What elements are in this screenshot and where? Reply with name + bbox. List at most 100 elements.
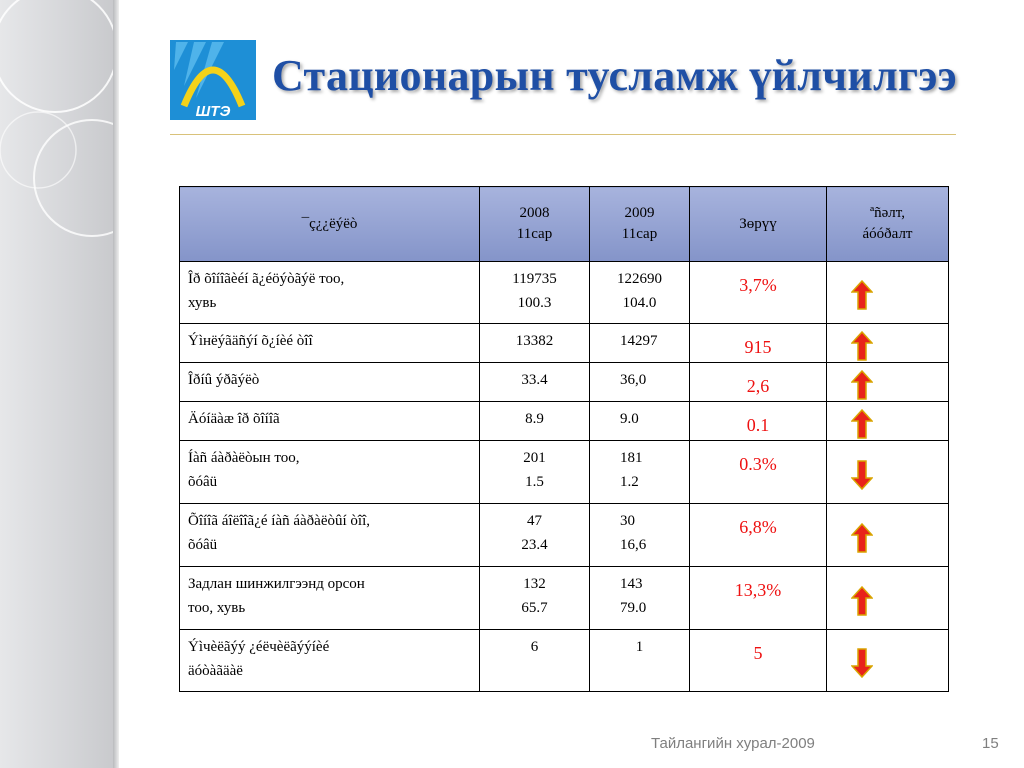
change-value: 915	[689, 323, 827, 363]
change-value: 6,8%	[689, 503, 827, 567]
value-2008-line2: 65.7	[521, 600, 548, 616]
value-2008-line1: 47	[527, 513, 542, 529]
value-2008: 13382	[479, 323, 590, 363]
name-line1: Ýìнëýãäñýí õ¿íèé òîî	[188, 333, 313, 349]
value-2009-line1: 9.0	[620, 411, 639, 427]
value-2009: 14297	[589, 323, 690, 363]
name-line2: äóòàãäàë	[188, 663, 243, 679]
header-trend-line1: ªñəлт,	[870, 205, 905, 221]
name-line2: хувь	[188, 295, 217, 311]
arrow-down-icon	[851, 460, 873, 490]
arrow-up-icon	[851, 370, 873, 400]
arrow-down-icon	[851, 648, 873, 678]
name-line2: õóâü	[188, 537, 218, 553]
header-2009-period: 11сар	[621, 226, 658, 242]
row-indicator-name: Îðíû ýðãýëò	[179, 362, 480, 402]
arrow-up-icon	[851, 586, 873, 616]
header-2008-year: 2008	[519, 205, 550, 221]
value-2009-line1: 36,0	[620, 372, 647, 388]
trend-cell	[826, 323, 949, 363]
value-2009-line1: 30	[620, 513, 635, 529]
row-indicator-name: Õîíîã áîëîîã¿é íàñ áàðàëòûí òîî, õóâü	[179, 503, 480, 567]
change-text: 0.1	[746, 415, 770, 435]
name-line1: Îð õîíîãèéí ã¿éöýòãýë тоо,	[188, 271, 345, 287]
value-2009: 181 1.2	[589, 440, 690, 504]
header-difference: Зөрүү	[689, 186, 827, 262]
change-text: 915	[744, 337, 772, 357]
value-2008-line1: 119735	[512, 271, 557, 287]
header-trend-line2: áóóðалт	[862, 226, 913, 242]
table-body: Îð õîíîãèéí ã¿éöýòãýë тоо, хувь 119735 100…	[179, 261, 949, 692]
name-line1: Îðíû ýðãýëò	[188, 372, 260, 388]
value-2009-line1: 181	[620, 450, 643, 466]
change-value: 13,3%	[689, 566, 827, 630]
name-line1: Задлан шинжилгээнд орсон	[188, 576, 365, 592]
value-2008: 8.9	[479, 401, 590, 441]
arrow-up-icon	[851, 523, 873, 553]
name-line2: тоо, хувь	[188, 600, 246, 616]
value-2009: 9.0	[589, 401, 690, 441]
trend-cell	[826, 503, 949, 567]
value-2009-line1: 14297	[620, 333, 658, 349]
value-2009: 122690 104.0	[589, 261, 690, 324]
trend-cell	[826, 401, 949, 441]
value-2009: 36,0	[589, 362, 690, 402]
row-indicator-name: Ýìнëýãäñýí õ¿íèé òîî	[179, 323, 480, 363]
value-2009-line1: 1	[635, 639, 644, 655]
trend-cell	[826, 629, 949, 692]
value-2008-line1: 33.4	[521, 372, 548, 388]
table-row: Îðíû ýðãýëò 33.4 36,0 2,6	[179, 362, 949, 402]
name-line1: Õîíîã áîëîîã¿é íàñ áàðàëòûí òîî,	[188, 513, 370, 529]
statistics-table: ¯ç¿¿ëýëò 2008 11сар 2009 11сар Зөрүү ªñəлт…	[179, 186, 949, 692]
value-2009-line2: 1.2	[620, 474, 639, 490]
row-indicator-name: Îð õîíîãèéí ã¿éöýòãýë тоо, хувь	[179, 261, 480, 324]
value-2008: 6	[479, 629, 590, 692]
value-2008-line1: 132	[523, 576, 546, 592]
trend-cell	[826, 566, 949, 630]
value-2008-line2: 1.5	[525, 474, 544, 490]
header-difference-label: Зөрүү	[739, 215, 777, 232]
value-2008-line1: 6	[530, 639, 539, 655]
value-2009-line2: 79.0	[620, 600, 647, 616]
row-indicator-name: Íàñ áàðàëòын тоо, õóâü	[179, 440, 480, 504]
value-2009-line2: 104.0	[622, 295, 657, 311]
value-2008: 47 23.4	[479, 503, 590, 567]
change-text: 13,3%	[734, 580, 782, 600]
value-2009: 1	[589, 629, 690, 692]
name-line2: õóâü	[188, 474, 218, 490]
table-row: Задлан шинжилгээнд орсон тоо, хувь 132 65.…	[179, 566, 949, 630]
logo: ШТЭ	[170, 40, 256, 120]
table-header-row: ¯ç¿¿ëýëò 2008 11сар 2009 11сар Зөрүү ªñəлт…	[179, 186, 949, 262]
header-indicator: ¯ç¿¿ëýëò	[179, 186, 480, 262]
table-row: Ýìчèëãýý ¿éëчèëãýýíèé äóòàãäàë 6 1 5	[179, 629, 949, 692]
value-2008: 201 1.5	[479, 440, 590, 504]
footer-text: Тайлангийн хурал-2009	[651, 735, 815, 752]
change-text: 2,6	[746, 376, 770, 396]
change-value: 0.3%	[689, 440, 827, 504]
value-2008: 119735 100.3	[479, 261, 590, 324]
value-2008: 132 65.7	[479, 566, 590, 630]
side-panel-edge	[113, 0, 119, 768]
row-indicator-name: Ýìчèëãýý ¿éëчèëãýýíèé äóòàãäàë	[179, 629, 480, 692]
header-trend: ªñəлт, áóóðалт	[826, 186, 949, 262]
value-2009-line1: 143	[620, 576, 643, 592]
value-2008-line1: 8.9	[525, 411, 544, 427]
value-2008: 33.4	[479, 362, 590, 402]
change-text: 3,7%	[739, 275, 777, 295]
table-row: Äóíäàæ îð õîíîã 8.9 9.0 0.1	[179, 401, 949, 441]
change-text: 0.3%	[739, 454, 777, 474]
trend-cell	[826, 362, 949, 402]
change-value: 3,7%	[689, 261, 827, 324]
change-value: 5	[689, 629, 827, 692]
name-line1: Äóíäàæ îð õîíîã	[188, 411, 280, 427]
trend-cell	[826, 440, 949, 504]
change-text: 5	[753, 643, 763, 663]
svg-text:ШТЭ: ШТЭ	[196, 103, 231, 120]
value-2008-line1: 13382	[515, 333, 554, 349]
logo-image: ШТЭ	[170, 40, 256, 120]
table-row: Îð õîíîãèéí ã¿éöýòãýë тоо, хувь 119735 100…	[179, 261, 949, 324]
table-row: Õîíîã áîëîîã¿é íàñ áàðàëòûí òîî, õóâü 47 2…	[179, 503, 949, 567]
name-line1: Íàñ áàðàëòын тоо,	[188, 450, 300, 466]
name-line1: Ýìчèëãýý ¿éëчèëãýýíèé	[188, 639, 330, 655]
value-2009-line1: 122690	[617, 271, 662, 287]
